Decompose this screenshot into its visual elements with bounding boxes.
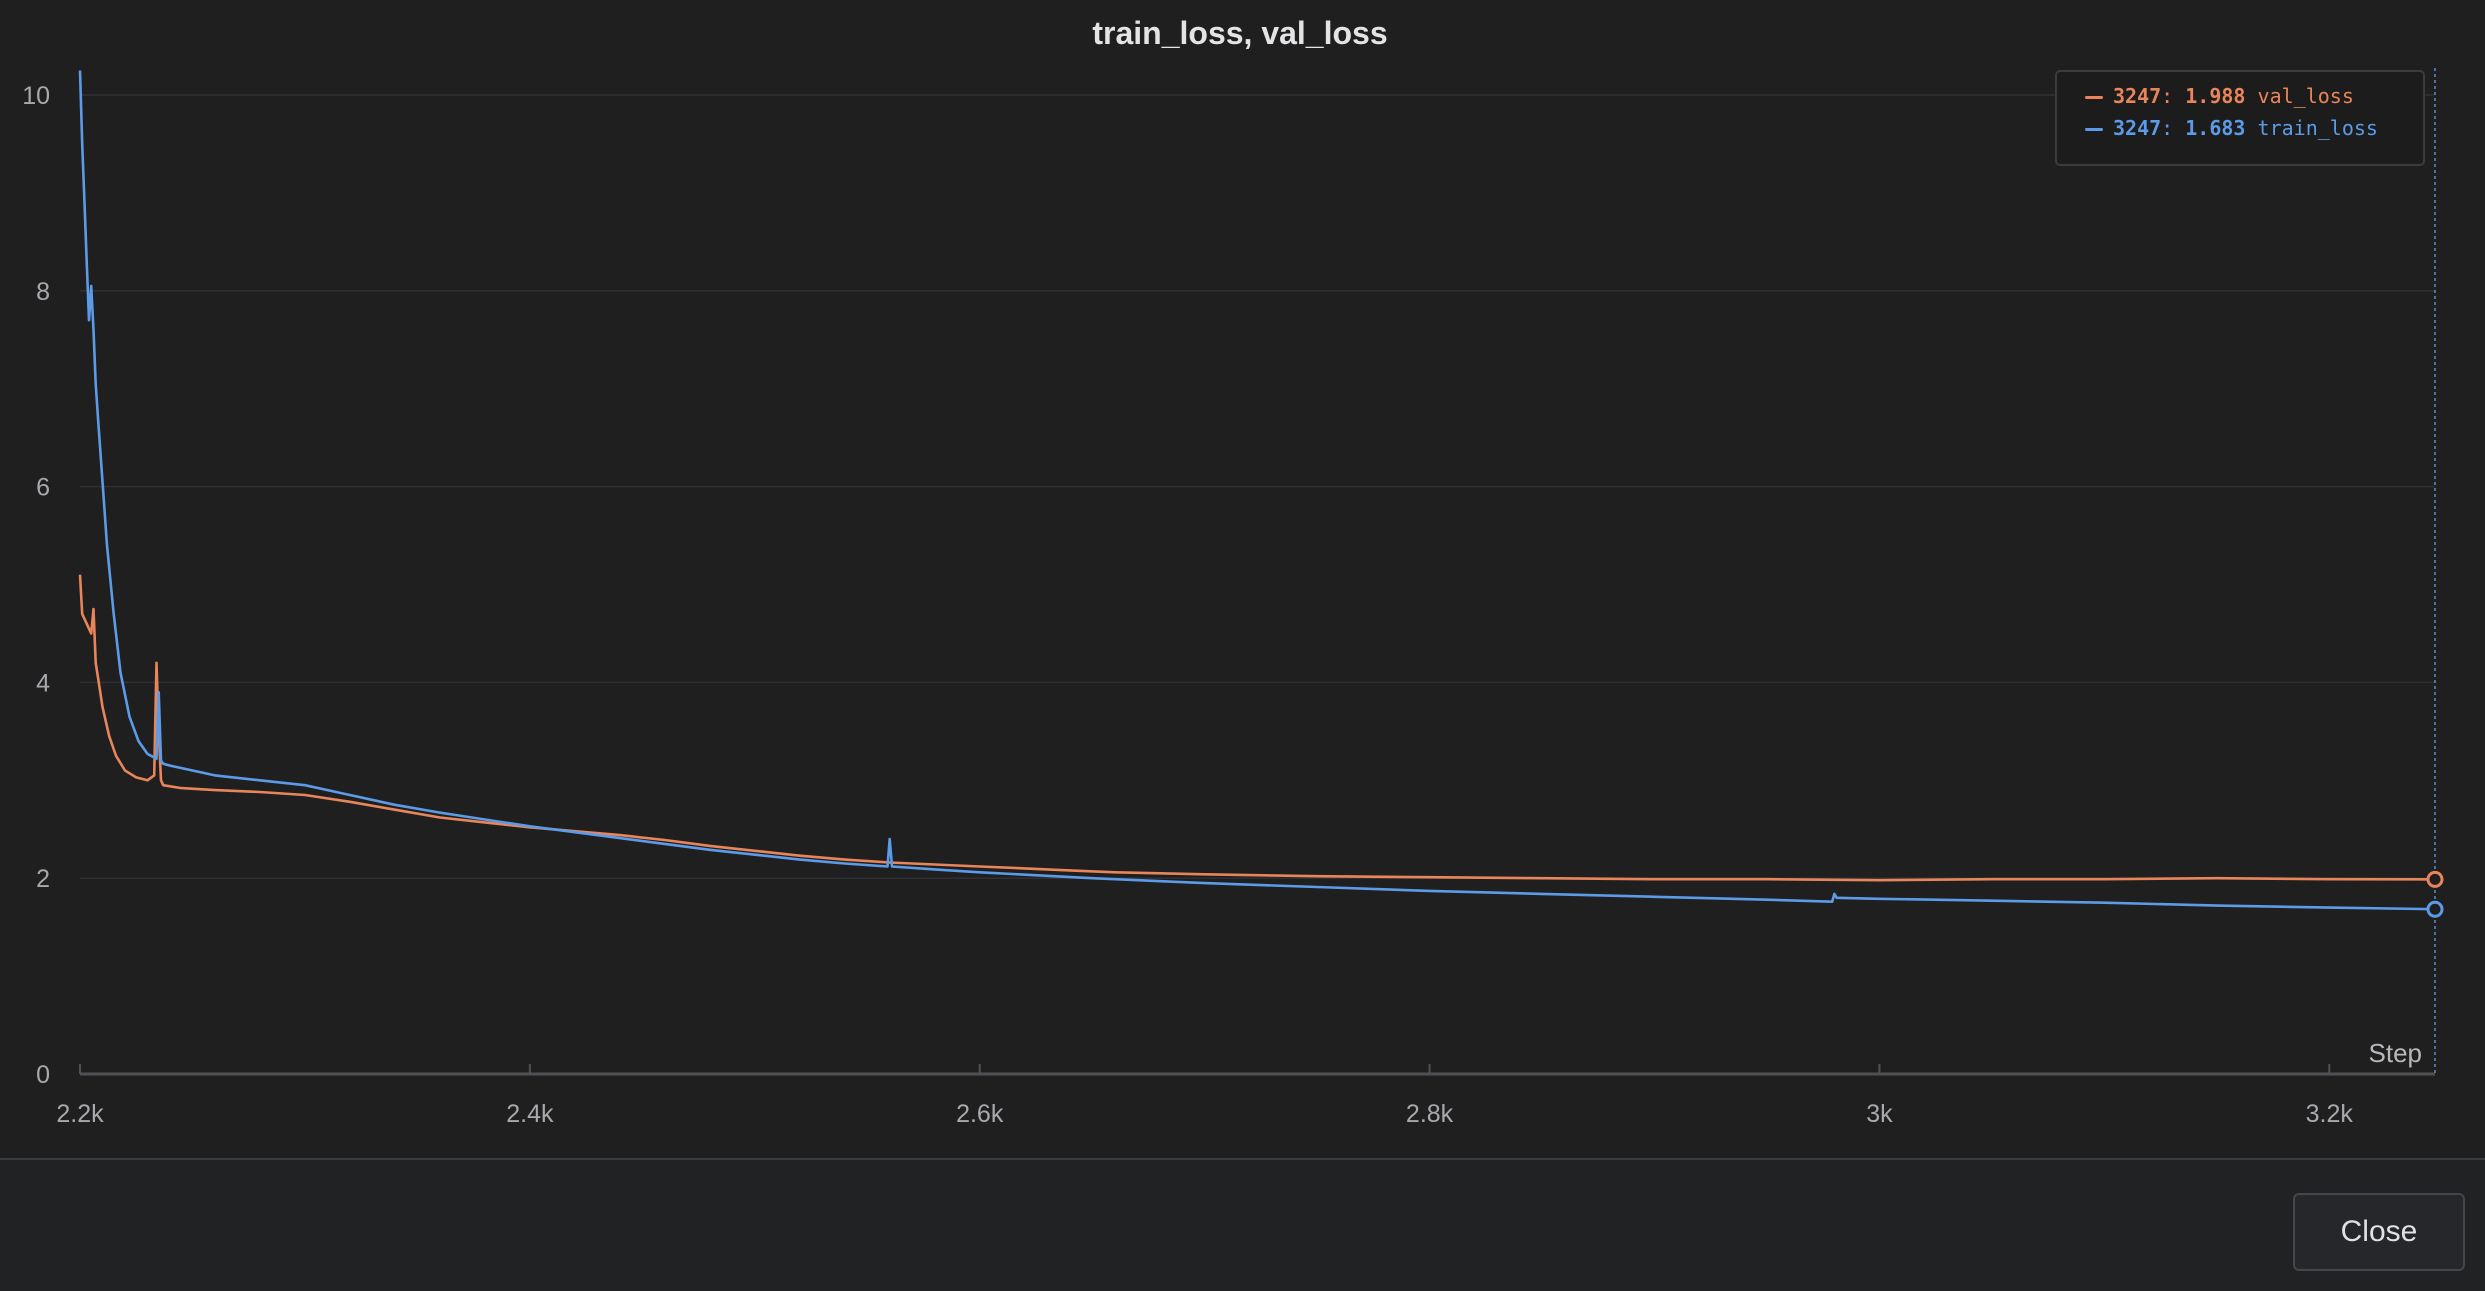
dialog-footer: Close — [0, 1158, 2485, 1291]
legend-value-val-loss: 1.988 — [2185, 84, 2246, 108]
x-tick-label: 3.2k — [2306, 1100, 2354, 1128]
legend-step: 3247 — [2113, 116, 2162, 140]
legend-separator: : — [2161, 116, 2186, 140]
legend-item-val-loss: 3247: 1.988 val_loss — [2085, 82, 2354, 110]
legend-item-train-loss: 3247: 1.683 train_loss — [2085, 114, 2378, 142]
loss-chart: train_loss, val_loss 0 2 4 6 8 10 2.2k 2.4k 2.6k 2… — [22, 15, 2444, 1128]
x-tick-label: 3k — [1866, 1100, 1893, 1128]
chart-title: train_loss, val_loss — [1092, 15, 1387, 51]
legend-step: 3247 — [2113, 84, 2162, 108]
y-tick-label: 0 — [36, 1061, 50, 1089]
legend-swatch-val-loss — [2085, 96, 2103, 99]
chart-panel: train_loss, val_loss 0 2 4 6 8 10 2.2k 2.4k 2.6k 2… — [22, 15, 2444, 1128]
close-button[interactable]: Close — [2293, 1193, 2465, 1271]
hover-marker-val-loss — [2426, 870, 2444, 888]
y-tick-label: 2 — [36, 865, 50, 893]
series-line-val-loss — [78, 574, 2436, 882]
series-line-train-loss — [78, 70, 2436, 911]
x-tick-label: 2.4k — [506, 1100, 554, 1128]
x-tick-label: 2.2k — [56, 1100, 104, 1128]
legend-series-name-train-loss: train_loss — [2257, 116, 2378, 140]
y-tick-label: 10 — [22, 82, 50, 110]
x-tick-label: 2.6k — [956, 1100, 1004, 1128]
chart-legend: 3247: 1.988 val_loss 3247: 1.683 train_l… — [2055, 70, 2425, 166]
legend-swatch-train-loss — [2085, 128, 2103, 131]
legend-series-name-val-loss: val_loss — [2257, 84, 2354, 108]
hover-marker-train-loss — [2426, 900, 2444, 918]
y-tick-label: 6 — [36, 474, 50, 502]
x-tick-label: 2.8k — [1406, 1100, 1454, 1128]
legend-value-train-loss: 1.683 — [2185, 116, 2246, 140]
x-axis-label: Step — [2369, 1038, 2423, 1068]
y-tick-label: 4 — [36, 669, 50, 697]
legend-separator: : — [2161, 84, 2186, 108]
y-tick-label: 8 — [36, 278, 50, 306]
